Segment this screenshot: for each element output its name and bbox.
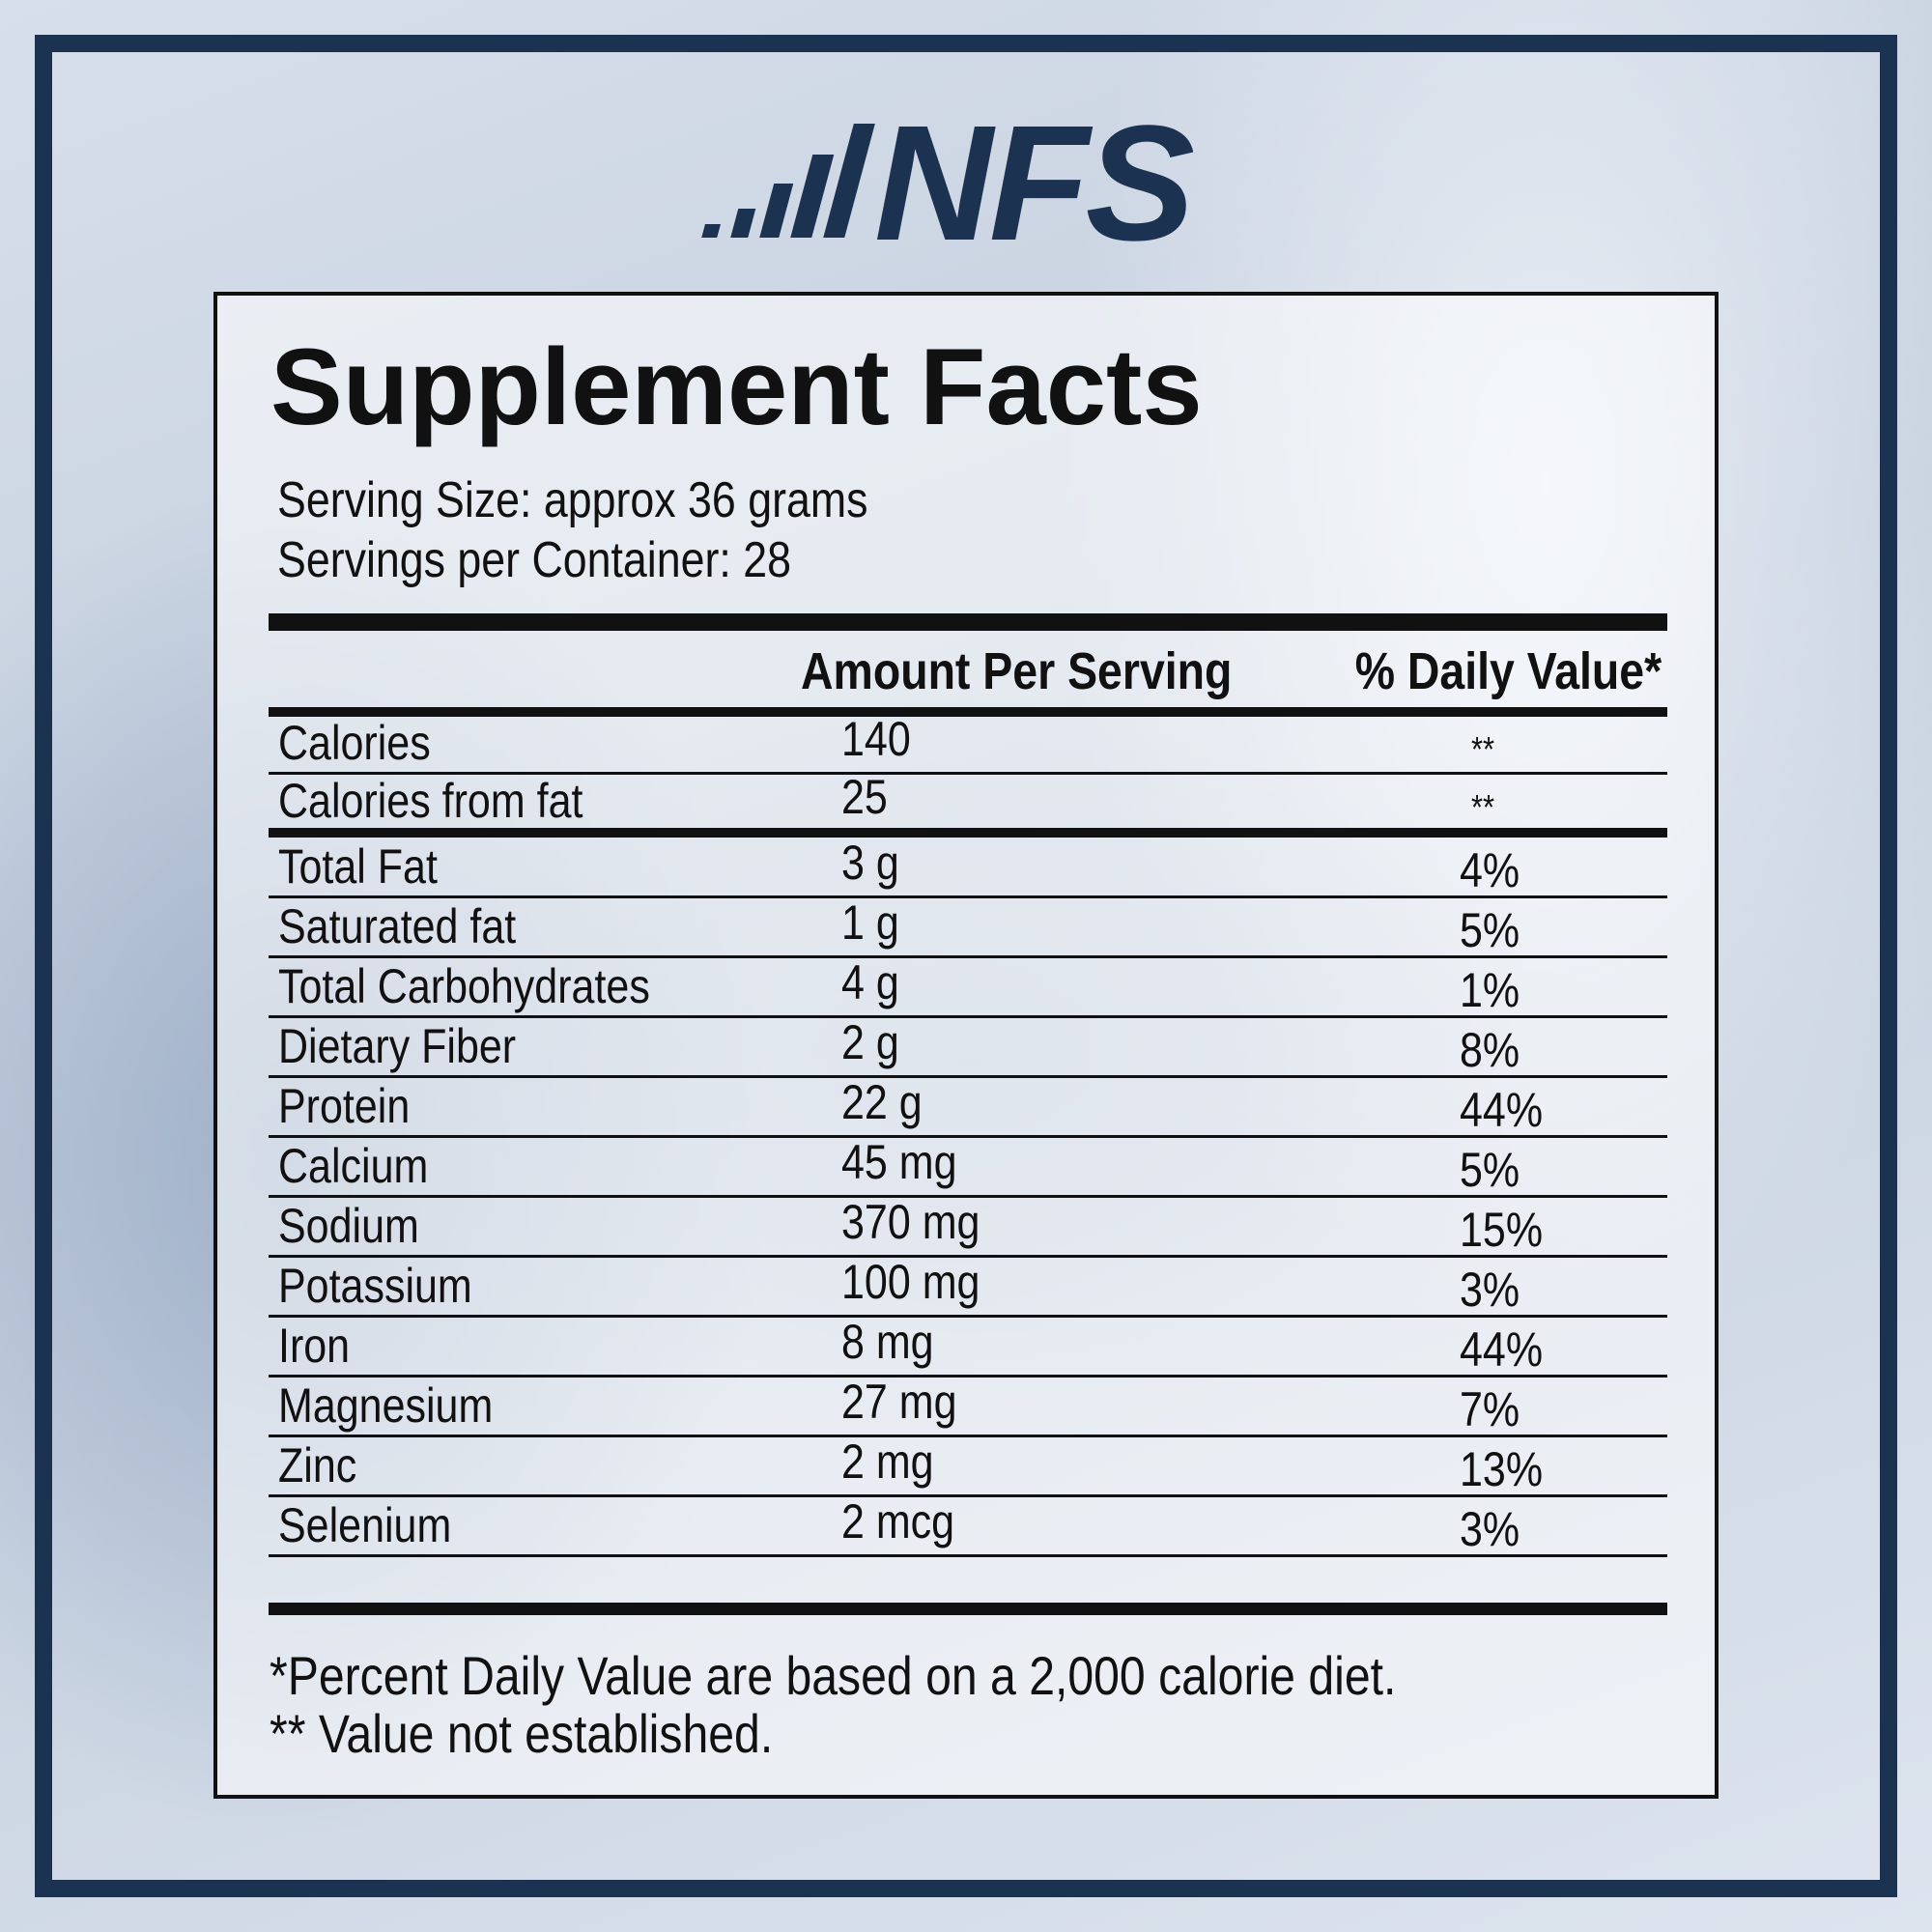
daily-value: 13% xyxy=(1460,1442,1544,1496)
rule-thick xyxy=(269,1603,1667,1615)
amount: 22 g xyxy=(841,1075,923,1129)
amount: 45 mg xyxy=(841,1135,957,1189)
rule xyxy=(269,1375,1667,1378)
facts-panel xyxy=(213,292,1719,1799)
amount: 4 g xyxy=(841,955,899,1009)
rule xyxy=(269,1494,1667,1497)
nutrient-name: Selenium xyxy=(278,1498,452,1552)
daily-value: 8% xyxy=(1460,1023,1520,1077)
rule xyxy=(269,707,1667,717)
nutrient-name: Calories from fat xyxy=(278,774,583,828)
amount: 100 mg xyxy=(841,1255,980,1309)
daily-value: 3% xyxy=(1460,1263,1520,1317)
amount: 1 g xyxy=(841,895,899,950)
daily-value: 5% xyxy=(1460,903,1520,957)
rule xyxy=(269,1015,1667,1018)
nutrient-name: Zinc xyxy=(278,1438,357,1492)
daily-value: 7% xyxy=(1460,1382,1520,1436)
logo-dots xyxy=(701,124,875,238)
rule xyxy=(269,1255,1667,1258)
rule xyxy=(269,828,1667,838)
rule xyxy=(269,1315,1667,1318)
rule xyxy=(269,1435,1667,1437)
nutrient-name: Potassium xyxy=(278,1259,472,1313)
nutrient-name: Magnesium xyxy=(278,1378,494,1433)
daily-value: 15% xyxy=(1460,1203,1544,1257)
amount: 2 mg xyxy=(841,1435,934,1489)
rule-thick xyxy=(269,613,1667,631)
rule xyxy=(269,1554,1667,1557)
nutrient-name: Sodium xyxy=(278,1199,419,1253)
amount: 140 xyxy=(841,712,911,766)
frame xyxy=(35,35,1897,1897)
amount: 25 xyxy=(841,770,888,824)
daily-value: 1% xyxy=(1460,963,1520,1017)
daily-value: 5% xyxy=(1460,1143,1520,1197)
title: Supplement Facts xyxy=(270,327,1203,447)
amount: 8 mg xyxy=(841,1315,934,1369)
daily-value: 3% xyxy=(1460,1502,1520,1556)
amount: 2 mcg xyxy=(841,1494,955,1548)
daily-value: ** xyxy=(1471,729,1495,769)
daily-value: 44% xyxy=(1460,1322,1544,1377)
footnote: ** Value not established. xyxy=(270,1703,774,1764)
amount: 370 mg xyxy=(841,1195,980,1249)
rule xyxy=(269,955,1667,958)
column-header: % Daily Value* xyxy=(1354,642,1662,700)
nutrient-name: Calories xyxy=(278,716,431,770)
nutrient-name: Dietary Fiber xyxy=(278,1019,517,1073)
nutrient-name: Saturated fat xyxy=(278,899,517,953)
logo: NFS xyxy=(874,92,1195,275)
serving-size: Serving Size: approx 36 grams xyxy=(277,472,868,528)
nutrient-name: Iron xyxy=(278,1319,351,1373)
daily-value: 4% xyxy=(1460,843,1520,897)
column-header: Amount Per Serving xyxy=(801,642,1233,700)
amount: 27 mg xyxy=(841,1375,957,1429)
nutrient-name: Calcium xyxy=(278,1139,429,1193)
rule xyxy=(269,772,1667,775)
amount: 3 g xyxy=(841,836,899,890)
footnote: *Percent Daily Value are based on a 2,00… xyxy=(270,1645,1397,1706)
servings-per-container: Servings per Container: 28 xyxy=(277,532,791,588)
daily-value: ** xyxy=(1471,787,1495,827)
rule xyxy=(269,1195,1667,1198)
nutrient-name: Protein xyxy=(278,1079,411,1133)
amount: 2 g xyxy=(841,1015,899,1069)
rule xyxy=(269,895,1667,898)
rule xyxy=(269,1135,1667,1138)
nutrient-name: Total Fat xyxy=(278,839,438,894)
nutrient-name: Total Carbohydrates xyxy=(278,959,650,1013)
rule xyxy=(269,1075,1667,1078)
daily-value: 44% xyxy=(1460,1083,1544,1137)
